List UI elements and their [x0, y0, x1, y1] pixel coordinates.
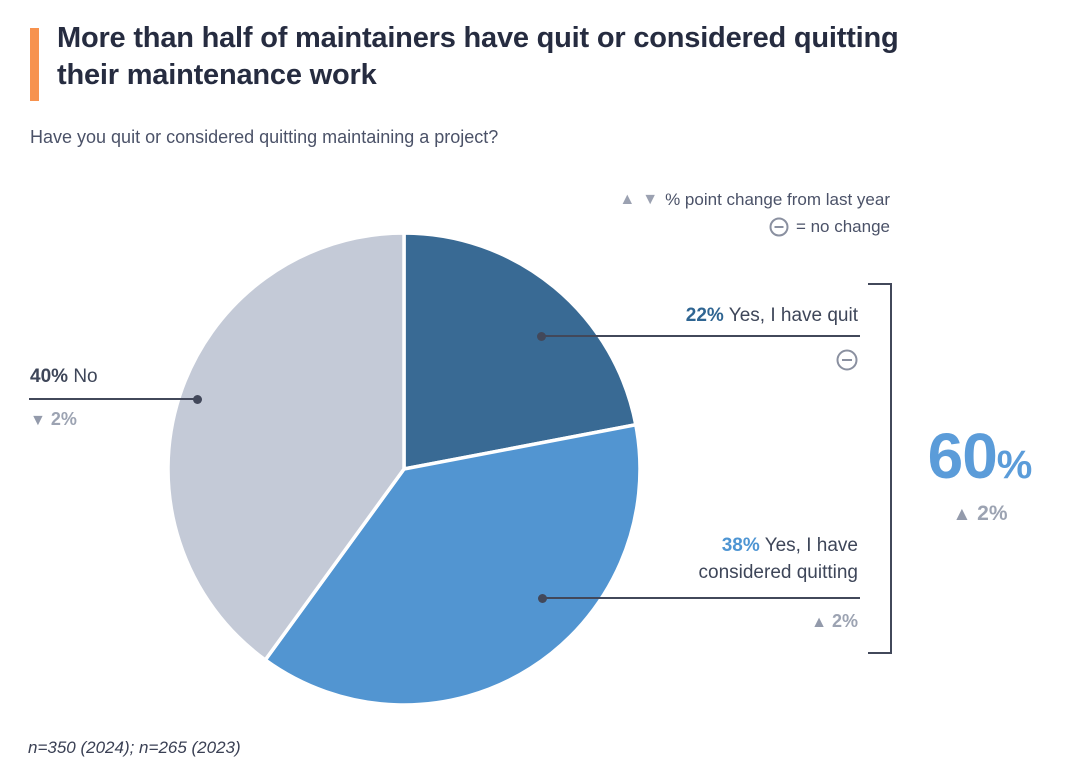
down-triangle-icon: ▼ — [30, 412, 46, 429]
callout-quit-label: Yes, I have quit — [728, 305, 858, 326]
callout-no: 40% No — [30, 366, 98, 388]
pie-slice-yes-i-have-considered-quitting — [263, 423, 642, 707]
callout-no-label: No — [73, 366, 98, 387]
total-callout: 60% — [906, 424, 1054, 488]
callout-considered-change: ▲ 2% — [811, 611, 858, 632]
callout-no-change: ▼ 2% — [30, 409, 77, 430]
callout-considered-pct: 38% — [721, 535, 760, 556]
total-pct-number: 60 — [927, 420, 998, 492]
leader-dot-no — [193, 395, 202, 404]
legend-no-change-row: = no change — [619, 213, 890, 240]
up-triangle-icon: ▲ — [952, 504, 972, 525]
callout-no-pct: 40% — [30, 366, 69, 387]
pie-slice-no — [166, 231, 406, 662]
pie-chart-wrap — [164, 229, 644, 709]
callout-considered-change-value: 2% — [831, 611, 858, 631]
callout-considered-label: Yes, I have considered quitting — [698, 535, 859, 583]
leader-line-quit — [541, 335, 860, 337]
leader-dot-quit — [537, 332, 546, 341]
down-triangle-icon: ▼ — [642, 191, 659, 208]
up-triangle-icon: ▲ — [811, 614, 827, 631]
title-accent-bar — [30, 28, 39, 101]
pie-slice-yes-i-have-quit — [402, 231, 638, 471]
quit-no-change-icon — [836, 349, 858, 371]
total-pct-sign: % — [996, 443, 1033, 487]
legend: ▲ ▼ % point change from last year = no c… — [619, 186, 890, 240]
total-change: ▲ 2% — [906, 502, 1054, 526]
leader-line-considered — [542, 597, 860, 599]
sample-size-note: n=350 (2024); n=265 (2023) — [28, 738, 241, 757]
callout-considered: 38% Yes, I have considered quitting — [643, 532, 859, 586]
legend-change-label: % point change from last year — [665, 190, 890, 209]
leader-line-no — [29, 398, 197, 400]
chart-question-subtitle: Have you quit or considered quitting mai… — [30, 127, 499, 147]
no-change-icon — [769, 217, 789, 236]
up-triangle-icon: ▲ — [619, 191, 636, 208]
callout-no-change-value: 2% — [50, 409, 77, 429]
pie-chart — [166, 231, 642, 707]
leader-dot-considered — [538, 594, 547, 603]
legend-no-change-label: = no change — [795, 217, 890, 236]
callout-quit-pct: 22% — [685, 305, 724, 326]
total-bracket — [868, 283, 892, 654]
page-title: More than half of maintainers have quit … — [57, 22, 899, 91]
total-change-value: 2% — [977, 502, 1008, 525]
callout-quit: 22% Yes, I have quit — [686, 305, 858, 327]
legend-change-row: ▲ ▼ % point change from last year — [619, 186, 890, 213]
